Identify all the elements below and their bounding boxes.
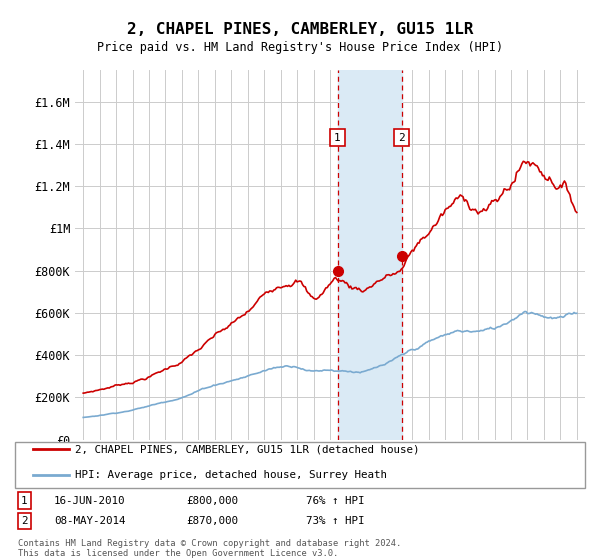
Text: 08-MAY-2014: 08-MAY-2014 <box>54 516 125 526</box>
Text: HPI: Average price, detached house, Surrey Heath: HPI: Average price, detached house, Surr… <box>75 470 387 480</box>
Text: 2, CHAPEL PINES, CAMBERLEY, GU15 1LR: 2, CHAPEL PINES, CAMBERLEY, GU15 1LR <box>127 22 473 36</box>
Text: 2: 2 <box>398 133 405 143</box>
Text: 16-JUN-2010: 16-JUN-2010 <box>54 496 125 506</box>
Text: Contains HM Land Registry data © Crown copyright and database right 2024.
This d: Contains HM Land Registry data © Crown c… <box>18 539 401 558</box>
Text: 73% ↑ HPI: 73% ↑ HPI <box>306 516 365 526</box>
Text: Price paid vs. HM Land Registry's House Price Index (HPI): Price paid vs. HM Land Registry's House … <box>97 41 503 54</box>
Text: 1: 1 <box>334 133 341 143</box>
Text: 76% ↑ HPI: 76% ↑ HPI <box>306 496 365 506</box>
Text: 1: 1 <box>21 496 27 506</box>
Bar <box>338 70 402 440</box>
Text: £870,000: £870,000 <box>186 516 238 526</box>
Text: 2, CHAPEL PINES, CAMBERLEY, GU15 1LR (detached house): 2, CHAPEL PINES, CAMBERLEY, GU15 1LR (de… <box>75 444 419 454</box>
Text: 2: 2 <box>21 516 27 526</box>
Text: £800,000: £800,000 <box>186 496 238 506</box>
